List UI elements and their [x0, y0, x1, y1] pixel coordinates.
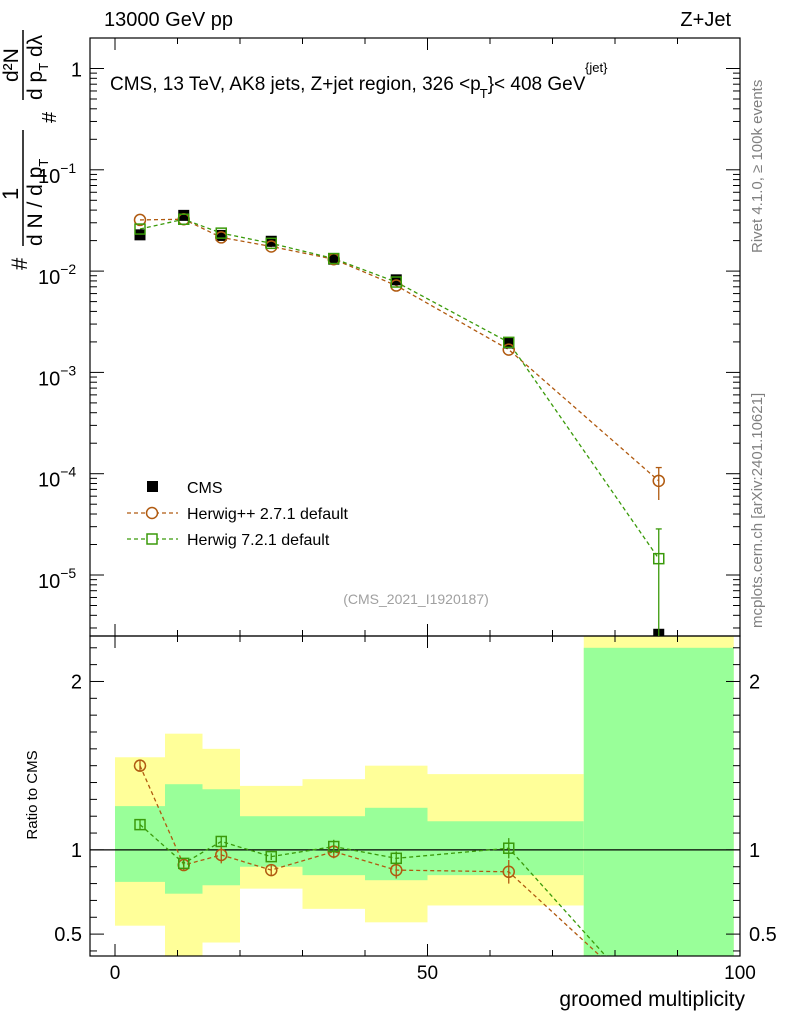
y-label-right-den-main: d p [24, 71, 47, 100]
y-label-right-den-end: dλ [24, 34, 47, 63]
ratio-tick-label-right: 0.5 [749, 924, 777, 946]
y-tick-label: 10−2 [38, 261, 76, 289]
plot-title-sub: T [480, 86, 488, 101]
legend: CMS Herwig++ 2.7.1 default Herwig 7.2.1 … [127, 480, 349, 549]
ratio-tick-label-left: 2 [71, 671, 82, 693]
energy-label: 13000 GeV pp [104, 9, 233, 31]
y-tick-label: 10−1 [38, 160, 76, 188]
data-point-series-2 [265, 237, 277, 250]
ratio-point-series-1 [215, 848, 228, 862]
plot-title-sup: {jet} [585, 60, 608, 75]
data-point-cms [178, 209, 190, 221]
y-tick-exponent: −5 [60, 565, 76, 581]
ratio-axis-label: Ratio to CMS [24, 750, 41, 839]
main-series [133, 209, 665, 636]
y-tick-base: 10 [38, 368, 60, 390]
data-point-series-2 [653, 552, 665, 565]
main-line-series-2 [139, 218, 660, 560]
y-tick-base: 10 [38, 470, 60, 492]
data-point-series-2 [178, 213, 190, 225]
plot-title-end: }< 408 GeV [488, 74, 586, 95]
ratio-tick-label-right: 1 [749, 840, 760, 862]
data-point-cms [215, 229, 227, 241]
plot-title-main: CMS, 13 TeV, AK8 jets, Z+jet region, 326… [110, 74, 481, 95]
y-label-hash-right: # [39, 111, 61, 123]
ratio-uncertainty-bands [90, 636, 740, 956]
x-tick-label: 0 [110, 963, 121, 984]
y-label-left-denominator: d N / d pT [24, 159, 51, 246]
y-label-hash-left: # [7, 257, 32, 270]
ratio-line-series-2 [139, 824, 607, 956]
legend-marker-herwigpp [145, 506, 159, 520]
data-point-series-2 [503, 336, 515, 349]
y-label-numerator: d²N [0, 48, 23, 82]
y-label-one: 1 [0, 188, 23, 200]
y-label-left-den-sub: T [36, 159, 51, 167]
y-tick-exponent: −1 [60, 160, 76, 176]
legend-label-cms: CMS [187, 480, 223, 497]
y-axis-label: # 1 d N / d pT # d²N d pT dλ [0, 30, 61, 270]
ratio-point-series-1 [502, 865, 515, 879]
data-point-series-2 [390, 276, 402, 288]
ratio-point-series-2 [265, 850, 277, 863]
analysis-id: (CMS_2021_I1920187) [343, 591, 489, 607]
ratio-point-series-1 [133, 759, 147, 772]
x-axis-label: groomed multiplicity [559, 988, 745, 1011]
data-point-cms [328, 253, 340, 265]
ratio-series [133, 759, 664, 1020]
data-point-series-1 [133, 213, 147, 227]
x-tick-label: 100 [724, 963, 756, 984]
mcplots-label: mcplots.cern.ch [arXiv:2401.10621] [749, 393, 766, 628]
y-label-left-den-main: d N / d p [24, 167, 47, 246]
ratio-tick-label-right: 2 [749, 671, 760, 693]
y-tick-label: 10−5 [38, 565, 76, 593]
ratio-point-series-1 [265, 863, 278, 877]
ratio-tick-label-left: 1 [71, 840, 82, 862]
data-point-series-1 [652, 474, 665, 488]
ratio-tick-label-left: 0.5 [54, 924, 82, 946]
y-tick-exponent: −3 [60, 362, 76, 378]
ratio-point-series-2 [328, 840, 340, 853]
band-inner-7 [583, 647, 734, 956]
legend-label-herwig7: Herwig 7.2.1 default [187, 532, 330, 549]
ratio-point-series-2 [178, 857, 190, 870]
ratio-point-series-2 [390, 852, 402, 865]
band-inner-1 [165, 784, 203, 894]
rivet-version-label: Rivet 4.1.0, ≥ 100k events [749, 80, 766, 253]
y-tick-label: 10−3 [38, 362, 76, 390]
data-point-cms [503, 337, 515, 349]
y-tick-base: 10 [38, 267, 60, 289]
data-point-series-2 [328, 252, 340, 265]
ratio-point-series-2 [503, 842, 515, 854]
process-label: Z+Jet [680, 9, 731, 31]
legend-label-herwigpp: Herwig++ 2.7.1 default [187, 506, 349, 523]
y-tick-label: 1 [71, 59, 82, 81]
y-tick-base: 10 [38, 571, 60, 593]
y-tick-exponent: −2 [60, 261, 76, 277]
y-label-right-denominator: d pT dλ [24, 34, 51, 100]
data-point-series-2 [134, 223, 146, 235]
main-line-series-1 [139, 218, 660, 482]
data-point-series-1 [502, 343, 515, 356]
legend-marker-herwig7 [146, 533, 158, 545]
ratio-point-series-2 [654, 1010, 664, 1020]
plot-title: CMS, 13 TeV, AK8 jets, Z+jet region, 326… [110, 74, 586, 101]
ratio-point-series-2 [134, 818, 146, 831]
ratio-point-series-2 [215, 835, 227, 848]
ratio-line-series-1 [139, 765, 602, 956]
data-point-series-2 [215, 227, 227, 239]
ratio-plot-frame [89, 635, 741, 957]
y-tick-base: 10 [38, 166, 60, 188]
band-inner-6 [427, 821, 584, 876]
y-tick-label: 10−4 [38, 464, 76, 492]
y-label-right-den-sub: T [36, 63, 51, 71]
data-point-cms [134, 229, 146, 241]
band-inner-0 [115, 806, 165, 882]
legend-marker-cms [147, 481, 158, 492]
x-tick-label: 50 [417, 963, 438, 984]
y-tick-exponent: −4 [60, 464, 76, 480]
